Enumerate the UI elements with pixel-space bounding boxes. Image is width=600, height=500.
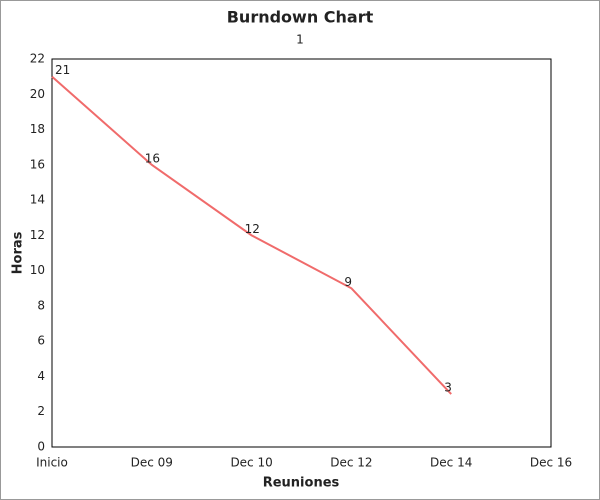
x-tick-label: Dec 16 <box>530 456 572 470</box>
line-series <box>51 75 452 395</box>
y-tick-label: 18 <box>30 122 45 136</box>
y-tick-label: 16 <box>30 157 45 171</box>
x-tick-label: Dec 12 <box>330 456 372 470</box>
y-tick-label: 10 <box>30 263 45 277</box>
x-tick-label: Inicio <box>36 456 68 470</box>
y-tick-label: 6 <box>37 334 45 348</box>
y-tick-label: 4 <box>37 369 45 383</box>
y-tick-label: 14 <box>30 193 45 207</box>
chart-title: Burndown Chart <box>227 8 374 27</box>
x-tick-label: Dec 14 <box>430 456 472 470</box>
data-label: 3 <box>444 381 452 395</box>
data-label: 16 <box>145 151 160 165</box>
y-tick-label: 8 <box>37 298 45 312</box>
y-tick-label: 0 <box>37 440 45 454</box>
y-tick-label: 20 <box>30 87 45 101</box>
y-axis-title: Horas <box>11 231 26 274</box>
y-tick-label: 2 <box>37 404 45 418</box>
x-axis-title: Reuniones <box>263 476 340 491</box>
x-tick-label: Dec 10 <box>230 456 272 470</box>
chart-subtitle: 1 <box>296 33 304 47</box>
y-tick-label: 12 <box>30 228 45 242</box>
data-label: 21 <box>55 63 70 77</box>
plot-area <box>51 58 552 448</box>
x-tick-label: Dec 09 <box>131 456 173 470</box>
data-label: 9 <box>344 275 352 289</box>
data-label: 12 <box>245 222 260 236</box>
y-tick-label: 22 <box>30 52 45 66</box>
